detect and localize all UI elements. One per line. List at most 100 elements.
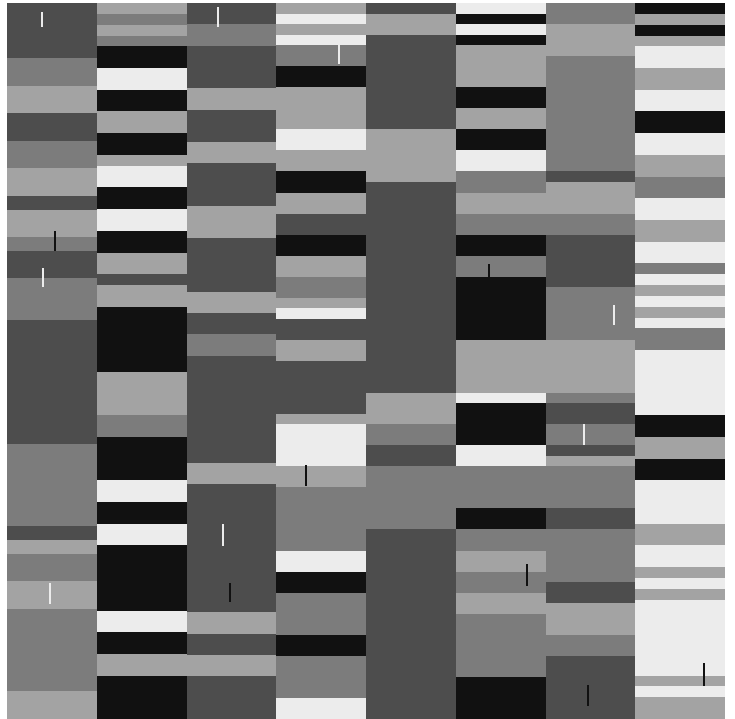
stripe-band bbox=[276, 561, 367, 573]
stripe-band bbox=[96, 187, 187, 199]
stripe-band bbox=[186, 67, 277, 79]
stripe-band bbox=[96, 664, 187, 677]
stripe-band bbox=[96, 610, 187, 622]
stripe-band bbox=[545, 150, 636, 162]
stripe-band bbox=[635, 502, 725, 514]
stripe-band bbox=[366, 424, 457, 436]
stripe-band bbox=[96, 35, 187, 47]
stripe-band bbox=[635, 89, 725, 102]
stripe-band bbox=[545, 297, 636, 309]
stripe-band bbox=[455, 55, 546, 67]
stripe-band bbox=[7, 154, 98, 169]
stripe-band bbox=[7, 58, 98, 73]
stripe-band bbox=[366, 455, 457, 467]
stripe-band bbox=[276, 424, 367, 436]
stripe-band bbox=[635, 111, 725, 123]
stripe-band bbox=[455, 350, 546, 362]
stripe-band bbox=[635, 154, 725, 167]
stripe-band bbox=[545, 182, 636, 194]
stripe-band bbox=[276, 97, 367, 109]
stripe-band bbox=[545, 455, 636, 467]
stripe-band bbox=[276, 634, 367, 646]
stripe-band bbox=[366, 592, 457, 604]
stripe-band bbox=[366, 87, 457, 99]
stripe-band bbox=[96, 176, 187, 188]
stripe-band bbox=[455, 76, 546, 88]
stripe-band bbox=[455, 192, 546, 204]
stripe-band bbox=[276, 55, 367, 67]
stripe-band bbox=[186, 676, 277, 688]
stripe-band bbox=[186, 430, 277, 442]
stripe-band bbox=[7, 223, 98, 238]
stripe-band bbox=[96, 361, 187, 373]
stripe-band bbox=[276, 371, 367, 383]
stripe-band bbox=[96, 68, 187, 80]
stripe-band bbox=[96, 57, 187, 69]
stripe-band bbox=[545, 213, 636, 225]
stripe-band bbox=[455, 571, 546, 583]
stripe-band bbox=[545, 55, 636, 67]
stripe-band bbox=[366, 518, 457, 531]
stripe-band bbox=[96, 502, 187, 514]
stripe-band bbox=[276, 382, 367, 394]
stripe-band bbox=[186, 473, 277, 485]
stripe-band bbox=[366, 139, 457, 151]
stripe-band bbox=[186, 419, 277, 432]
stripe-band bbox=[455, 234, 546, 246]
stripe-band bbox=[186, 494, 277, 506]
stripe-band bbox=[7, 85, 98, 100]
stripe-band bbox=[186, 173, 277, 186]
stripe-band bbox=[635, 534, 725, 546]
stripe-band bbox=[455, 224, 546, 236]
stripe-band bbox=[545, 603, 636, 615]
stripe-band bbox=[545, 529, 636, 541]
stripe-band bbox=[455, 476, 546, 488]
stripe-band bbox=[186, 344, 277, 357]
stripe-band bbox=[366, 245, 457, 257]
stripe-band bbox=[96, 393, 187, 405]
stripe-band bbox=[545, 234, 636, 246]
stripe-band bbox=[545, 329, 636, 341]
stripe-band bbox=[96, 198, 187, 210]
stripe-band bbox=[455, 3, 546, 15]
stripe-band bbox=[96, 219, 187, 232]
stripe-band bbox=[96, 209, 187, 221]
stripe-band bbox=[635, 295, 725, 308]
stripe-band bbox=[7, 237, 98, 252]
stripe-band bbox=[545, 403, 636, 415]
stripe-band bbox=[7, 140, 98, 156]
stripe-band bbox=[455, 318, 546, 330]
stripe-band bbox=[7, 677, 98, 693]
stripe-band bbox=[276, 582, 367, 594]
stripe-band bbox=[366, 76, 457, 88]
vertical-tick-mark bbox=[587, 684, 590, 707]
stripe-band bbox=[455, 118, 546, 130]
stripe-band bbox=[366, 171, 457, 183]
stripe-band bbox=[186, 152, 277, 164]
stripe-band bbox=[186, 612, 277, 624]
stripe-band bbox=[186, 323, 277, 335]
stripe-band bbox=[96, 274, 187, 286]
stripe-band bbox=[366, 266, 457, 278]
stripe-column bbox=[276, 3, 367, 719]
stripe-band bbox=[635, 686, 725, 698]
stripe-band bbox=[635, 491, 725, 503]
stripe-column bbox=[455, 3, 546, 719]
vertical-tick-mark bbox=[42, 267, 44, 287]
stripe-band bbox=[7, 264, 98, 279]
stripe-band bbox=[7, 595, 98, 610]
stripe-band bbox=[635, 3, 725, 15]
stripe-band bbox=[96, 491, 187, 503]
stripe-band bbox=[186, 569, 277, 581]
stripe-band bbox=[7, 30, 98, 45]
stripe-band bbox=[545, 192, 636, 204]
stripe-band bbox=[545, 624, 636, 636]
stripe-band bbox=[366, 150, 457, 162]
stripe-band bbox=[635, 133, 725, 145]
stripe-band bbox=[276, 445, 367, 457]
stripe-band bbox=[7, 195, 98, 211]
stripe-band bbox=[7, 126, 98, 142]
stripe-band bbox=[366, 476, 457, 488]
stripe-band bbox=[186, 259, 277, 271]
stripe-band bbox=[455, 540, 546, 552]
